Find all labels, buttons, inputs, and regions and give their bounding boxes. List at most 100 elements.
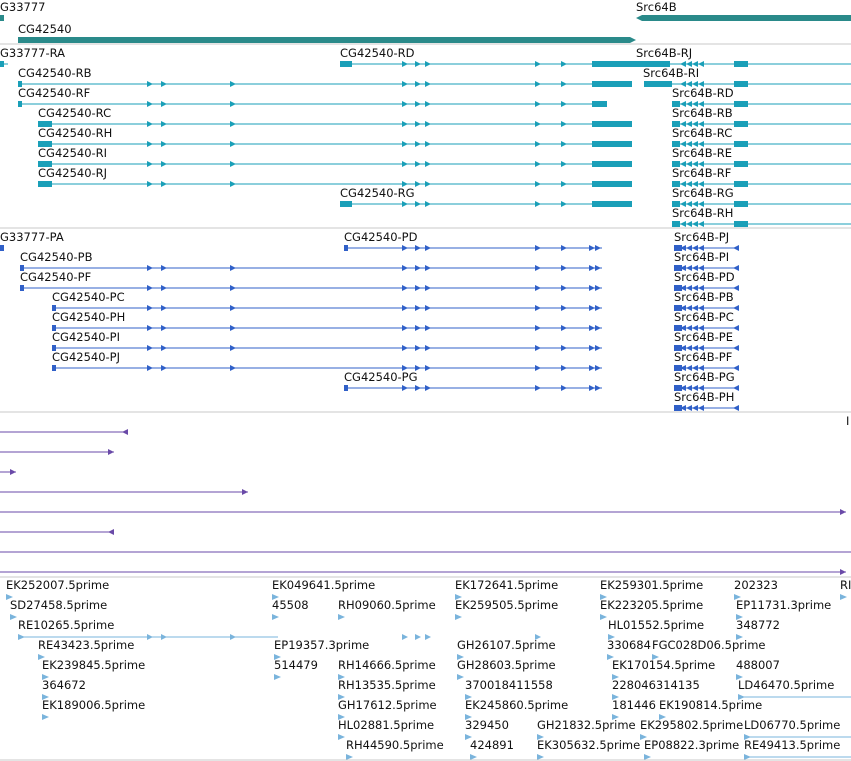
est-45[interactable]: RE49413.5prime — [744, 738, 851, 760]
alignment-hit[interactable] — [0, 489, 248, 495]
alignment-hit[interactable] — [0, 429, 128, 435]
CG33777-PA[interactable]: G33777-PA — [0, 230, 64, 251]
est-27[interactable]: EK305632.5prime — [537, 738, 640, 760]
Src64B-RG[interactable]: Src64B-RG — [672, 186, 851, 207]
est-42[interactable]: 488007 — [736, 658, 780, 680]
Src64B-PI[interactable]: Src64B-PI — [674, 250, 739, 271]
CG33777-RA[interactable]: G33777-RA — [0, 46, 65, 67]
exon-marker — [161, 141, 167, 147]
gene-cg42540[interactable]: CG42540 — [18, 22, 636, 43]
Src64B-PC[interactable]: Src64B-PC — [674, 310, 739, 331]
est-21[interactable]: GH28603.5prime — [457, 658, 556, 680]
CG42540-RC[interactable]: CG42540-RC — [38, 106, 632, 127]
CG42540-RB[interactable]: CG42540-RB — [18, 66, 632, 87]
est-9[interactable]: 45508 — [272, 598, 309, 620]
est-19[interactable]: EK259505.5prime — [455, 598, 558, 620]
est-40[interactable]: EP11731.3prime — [736, 598, 831, 620]
alignment-hit[interactable] — [0, 469, 16, 475]
CG42540-PD[interactable]: CG42540-PD — [344, 230, 602, 251]
gene-src64b[interactable]: Src64B — [636, 0, 851, 21]
est-1[interactable]: EK252007.5prime — [6, 578, 109, 600]
CG42540-RD[interactable]: CG42540-RD — [340, 46, 632, 67]
est-26[interactable]: GH21832.5prime — [537, 718, 636, 740]
est-39[interactable]: 202323 — [734, 578, 778, 600]
alignment-hit[interactable] — [0, 449, 114, 455]
CG42540-PG[interactable]: CG42540-PG — [344, 370, 602, 391]
exon-marker — [147, 365, 153, 371]
Src64B-RH[interactable]: Src64B-RH — [672, 206, 851, 227]
Src64B-PG[interactable]: Src64B-PG — [674, 370, 739, 391]
CG42540-PC[interactable]: CG42540-PC — [52, 290, 602, 311]
exon-marker — [561, 345, 567, 351]
CG42540-RI[interactable]: CG42540-RI — [38, 146, 632, 167]
CG42540-RH[interactable]: CG42540-RH — [38, 126, 632, 147]
CG42540-PI[interactable]: CG42540-PI — [52, 330, 602, 351]
Src64B-RB[interactable]: Src64B-RB — [672, 106, 851, 127]
alignment-hit[interactable] — [0, 509, 846, 515]
est-17[interactable]: RH44590.5prime — [346, 738, 444, 760]
CG42540-PJ[interactable]: CG42540-PJ — [52, 350, 602, 371]
est-23[interactable]: EK245860.5prime — [465, 698, 568, 720]
Src64B-PJ[interactable]: Src64B-PJ — [674, 230, 739, 251]
est-43[interactable]: LD46470.5prime — [738, 678, 851, 700]
CG42540-PH[interactable]: CG42540-PH — [52, 310, 602, 331]
est-5[interactable]: EK239845.5prime — [42, 658, 145, 680]
est-label: EK259505.5prime — [455, 598, 558, 612]
CG42540-PB[interactable]: CG42540-PB — [20, 250, 602, 271]
Src64B-PH[interactable]: Src64B-PH — [674, 390, 739, 411]
alignment-hit[interactable] — [0, 569, 846, 575]
Src64B-RD[interactable]: Src64B-RD — [672, 86, 851, 107]
est-20[interactable]: GH26107.5prime — [457, 638, 556, 660]
est-10[interactable]: RH09060.5prime — [338, 598, 436, 620]
est-13[interactable]: RH14666.5prime — [338, 658, 436, 680]
exon-block — [344, 245, 348, 251]
est-29[interactable]: EK223205.5prime — [600, 598, 703, 620]
Src64B-PE[interactable]: Src64B-PE — [674, 330, 739, 351]
est-33[interactable]: EK170154.5prime — [612, 658, 715, 680]
est-14[interactable]: RH13535.5prime — [338, 678, 436, 700]
est-32[interactable]: FGC028D06.5prime — [652, 638, 765, 660]
Src64B-RJ[interactable]: Src64B-RJ — [622, 46, 851, 67]
exon-marker — [698, 265, 704, 271]
est-41[interactable]: 348772 — [736, 618, 780, 640]
alignment-hit[interactable] — [0, 529, 114, 535]
est-7[interactable]: EK189006.5prime — [42, 698, 145, 720]
Src64B-PF[interactable]: Src64B-PF — [674, 350, 739, 371]
est-46[interactable]: RI — [840, 578, 851, 600]
CG42540-PF[interactable]: CG42540-PF — [20, 270, 602, 291]
Src64B-RC[interactable]: Src64B-RC — [672, 126, 851, 147]
exon-marker — [589, 365, 595, 371]
est-12[interactable]: 514479 — [274, 658, 318, 680]
est-15[interactable]: GH17612.5prime — [338, 698, 437, 720]
est-18[interactable]: EK172641.5prime — [455, 578, 558, 600]
est-34[interactable]: 228046314135 — [612, 678, 700, 700]
exon-block — [674, 345, 682, 351]
CG42540-RF[interactable]: CG42540-RF — [18, 86, 607, 107]
gene-cg33777[interactable]: G33777 — [0, 0, 46, 21]
est-37[interactable]: EK295802.5prime — [640, 718, 743, 740]
est-4[interactable]: RE43423.5prime — [38, 638, 134, 660]
Src64B-RI[interactable]: Src64B-RI — [643, 66, 851, 87]
est-30[interactable]: HL01552.5prime — [608, 618, 704, 640]
est-28[interactable]: EK259301.5prime — [600, 578, 703, 600]
CG42540-RJ[interactable]: CG42540-RJ — [38, 166, 632, 187]
est-16[interactable]: HL02881.5prime — [338, 718, 434, 740]
Src64B-PB[interactable]: Src64B-PB — [674, 290, 739, 311]
Src64B-RE[interactable]: Src64B-RE — [672, 146, 851, 167]
est-36[interactable]: EK190814.5prime — [659, 698, 762, 720]
est-24[interactable]: 329450 — [465, 718, 509, 740]
CG42540-RG[interactable]: CG42540-RG — [340, 186, 632, 207]
est-11[interactable]: EP19357.3prime — [274, 638, 369, 660]
est-35[interactable]: 181446 — [612, 698, 656, 720]
est-8[interactable]: EK049641.5prime — [272, 578, 375, 600]
Src64B-PD[interactable]: Src64B-PD — [674, 270, 739, 291]
est-2[interactable]: SD27458.5prime — [10, 598, 107, 620]
est-6[interactable]: 364672 — [42, 678, 86, 700]
est-25[interactable]: 424891 — [470, 738, 514, 760]
est-22[interactable]: 370018411558 — [465, 678, 553, 700]
est-38[interactable]: EP08822.3prime — [644, 738, 739, 760]
est-31[interactable]: 330684 — [607, 638, 651, 660]
Src64B-RF[interactable]: Src64B-RF — [672, 166, 851, 187]
exon-marker — [147, 121, 153, 127]
est-44[interactable]: LD06770.5prime — [744, 718, 851, 740]
